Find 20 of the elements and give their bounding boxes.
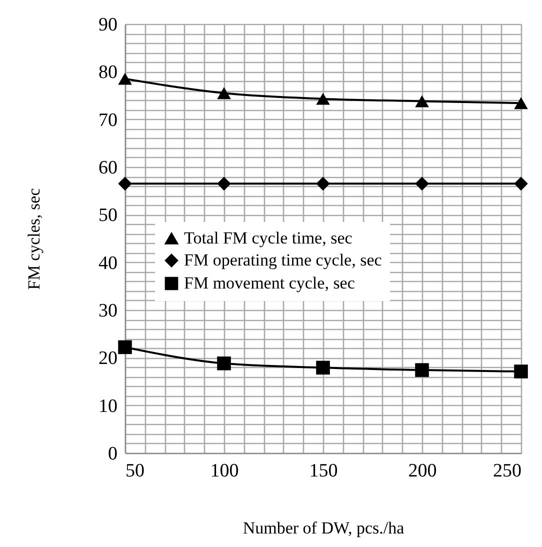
y-tick-label: 10 — [98, 396, 118, 417]
y-tick-label: 90 — [98, 14, 118, 36]
y-tick-label: 80 — [98, 62, 118, 84]
x-tick-label: 100 — [210, 460, 239, 482]
x-tick-label: 150 — [309, 460, 338, 482]
y-tick-label: 30 — [98, 300, 118, 322]
x-tick-label: 250 — [493, 460, 522, 482]
y-tick-label: 40 — [98, 252, 118, 274]
y-axis-title: FM cycles, sec — [24, 188, 44, 290]
x-tick-label: 50 — [126, 460, 144, 482]
legend-label: FM operating time cycle, sec — [184, 250, 382, 270]
y-tick-label: 0 — [108, 444, 118, 464]
x-axis-title: Number of DW, pcs./ha — [242, 518, 405, 538]
legend-label: FM movement cycle, sec — [184, 274, 356, 292]
legend-label: Total FM cycle time, sec — [184, 228, 353, 248]
y-tick-label: 50 — [98, 205, 118, 226]
y-tick-label: 70 — [98, 110, 118, 131]
x-tick-label: 200 — [408, 460, 437, 482]
y-tick-label: 60 — [98, 158, 118, 178]
y-tick-label: 20 — [98, 348, 118, 370]
